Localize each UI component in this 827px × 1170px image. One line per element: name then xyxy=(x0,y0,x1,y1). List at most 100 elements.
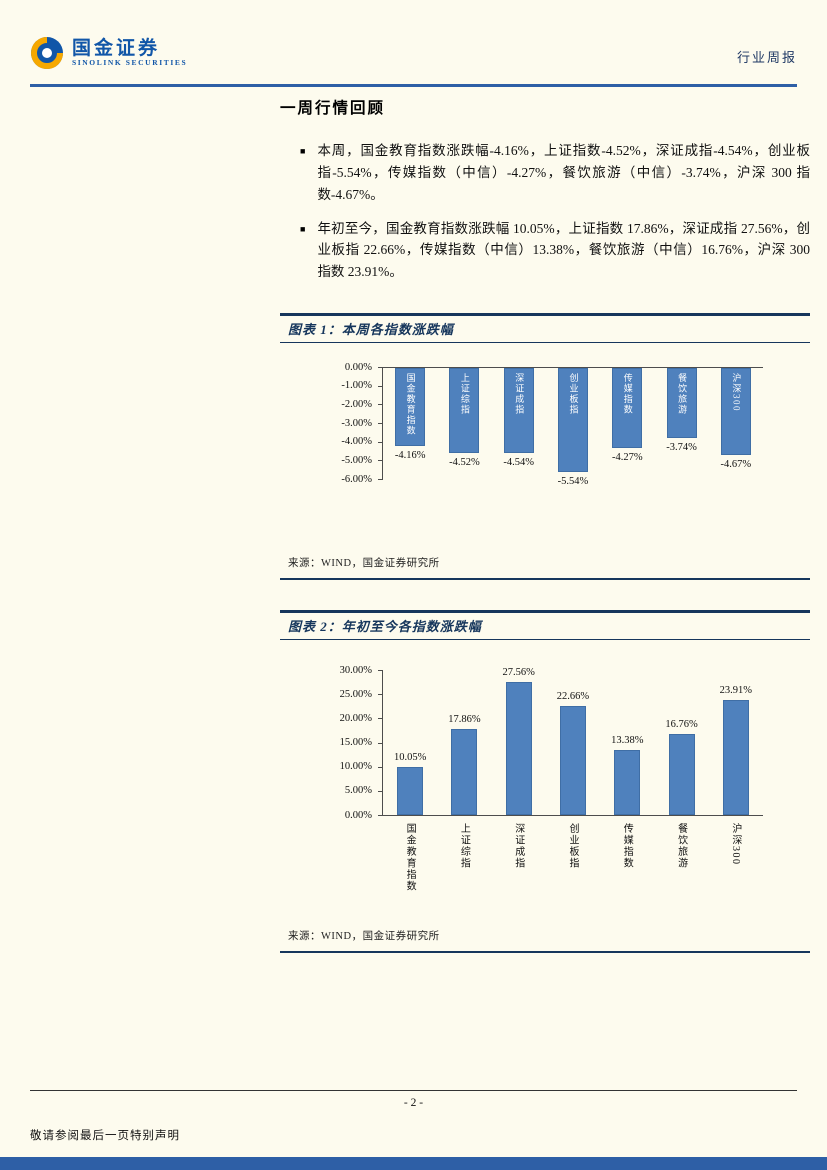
bar-value-label: -4.16% xyxy=(394,449,426,461)
bar-category-text: 沪深300 xyxy=(729,823,741,866)
weekly-index-change-chart: 0.00% -1.00% -2.00% -3.00% -4.00% -5.00% -6.00… xyxy=(322,355,810,507)
bar: 深证成指 xyxy=(503,368,534,453)
y-axis-tick-label: -4.00% xyxy=(341,436,372,448)
y-axis-tick-label: 0.00% xyxy=(344,809,372,821)
bar-value-label: -4.54% xyxy=(503,456,535,468)
figure-2-source: 来源：WIND，国金证券研究所 xyxy=(280,926,810,954)
y-axis-tick-label: 0.00% xyxy=(344,361,372,373)
axis-tick xyxy=(378,790,382,792)
figure-1-source: 来源：WIND，国金证券研究所 xyxy=(280,553,810,581)
axis-tick xyxy=(378,423,382,425)
bullet-item-week: ■ 本周，国金教育指数涨跌幅-4.16%，上证指数-4.52%，深证成指-4.5… xyxy=(280,140,810,206)
bar-category-label: 沪深300 xyxy=(708,823,762,917)
bar: 创业板指 xyxy=(558,368,588,472)
y-axis-tick-label: 20.00% xyxy=(339,712,372,724)
bullet-item-ytd: ■ 年初至今，国金教育指数涨跌幅 10.05%，上证指数 17.86%，深证成指… xyxy=(280,218,810,284)
chart-plot-area: 10.05% 17.86% 27.56% 22.66% 13.38% 16.76% 23.9… xyxy=(382,667,763,817)
header-divider xyxy=(30,84,797,87)
bar-category-label: 深证成指 xyxy=(514,373,525,416)
bar-value-label: -5.54% xyxy=(557,475,589,487)
bar-value-label: -4.27% xyxy=(611,451,643,463)
bar-category-text: 传媒指数 xyxy=(621,823,633,870)
bar xyxy=(451,728,478,816)
axis-tick xyxy=(378,460,382,462)
axis-tick xyxy=(378,479,382,481)
axis-tick xyxy=(378,694,382,696)
axis-tick xyxy=(378,404,382,406)
bar-value-label: -4.52% xyxy=(449,456,480,468)
bullet-text-ytd: 年初至今，国金教育指数涨跌幅 10.05%，上证指数 17.86%，深证成指 2… xyxy=(317,220,810,280)
bar: 餐饮旅游 xyxy=(666,368,697,438)
bullet-marker: ■ xyxy=(300,146,306,156)
y-axis-tick-label: 10.00% xyxy=(339,761,372,773)
brand-name: 国金证券 xyxy=(72,37,161,59)
bottom-accent-bar xyxy=(0,1157,827,1170)
figure-2-title: 图表 2：年初至今各指数涨跌幅 xyxy=(280,610,810,641)
bar-value-label: 10.05% xyxy=(393,751,427,763)
bar-category-label: 传媒指数 xyxy=(599,823,653,917)
bar xyxy=(397,766,424,816)
axis-tick xyxy=(378,441,382,443)
bar-value-label: 13.38% xyxy=(611,735,644,747)
bar-category-text: 国金教育指数 xyxy=(404,823,416,893)
bar-category-label: 国金教育指数 xyxy=(382,823,436,917)
bar: 上证综指 xyxy=(449,368,480,453)
page-header: 国金证券 SINOLINK SECURITIES 行业周报 xyxy=(30,36,797,70)
bar xyxy=(722,699,749,816)
brand-subtitle: SINOLINK SECURITIES xyxy=(72,58,188,68)
footer-divider xyxy=(30,1090,797,1091)
bar-category-label: 传媒指数 xyxy=(622,373,633,416)
footer-disclaimer: 敬请参阅最后一页特别声明 xyxy=(30,1130,180,1142)
figure-1: 图表 1：本周各指数涨跌幅 0.00% -1.00% -2.00% -3.00% -4.… xyxy=(280,313,810,581)
bar-value-label: 17.86% xyxy=(448,713,481,725)
sinolink-logo-icon xyxy=(30,36,64,70)
bar-value-label: 22.66% xyxy=(556,690,590,702)
report-type-label: 行业周报 xyxy=(736,50,797,65)
bar-value-label: 23.91% xyxy=(719,684,753,696)
bar xyxy=(505,681,532,816)
bar-category-label: 国金教育指数 xyxy=(405,373,416,437)
y-axis-tick-label: -6.00% xyxy=(341,473,372,485)
bar-category-text: 创业板指 xyxy=(566,823,578,870)
bar-category-label: 餐饮旅游 xyxy=(677,373,688,416)
chart-plot-area: 国金教育指数 -4.16% 上证综指 -4.52% 深证成指 -4.54% 创业板指 -5.5… xyxy=(382,367,763,487)
y-axis-tick-label: 15.00% xyxy=(339,737,372,749)
main-content: 一周行情回顾 ■ 本周，国金教育指数涨跌幅-4.16%，上证指数-4.52%，深… xyxy=(280,96,810,954)
page-number: - 2 - xyxy=(403,1097,424,1109)
brand-text: 国金证券 SINOLINK SECURITIES xyxy=(72,37,188,68)
axis-tick xyxy=(378,385,382,387)
y-axis-tick-label: -1.00% xyxy=(341,380,372,392)
bar: 传媒指数 xyxy=(612,368,643,448)
bar-category-label: 上证综指 xyxy=(459,373,470,416)
figure-1-title: 图表 1：本周各指数涨跌幅 xyxy=(280,313,810,344)
bar-category-label: 创业板指 xyxy=(568,373,579,416)
bar xyxy=(614,750,641,816)
bar: 沪深300 xyxy=(720,368,751,456)
bar-value-label: 16.76% xyxy=(665,719,698,731)
bar-category-text: 上证综指 xyxy=(458,823,470,870)
bar-category-label: 沪深300 xyxy=(731,373,742,413)
bar-category-label: 深证成指 xyxy=(491,823,545,917)
axis-tick xyxy=(378,718,382,720)
y-axis-tick-label: 30.00% xyxy=(339,664,372,676)
y-axis-tick-label: 5.00% xyxy=(344,785,372,797)
bar-category-text: 深证成指 xyxy=(512,823,524,870)
bar-category-label: 餐饮旅游 xyxy=(653,823,707,917)
y-axis-tick-label: -5.00% xyxy=(341,454,372,466)
bar-value-label: -3.74% xyxy=(666,441,697,453)
y-axis-tick-label: -3.00% xyxy=(341,417,372,429)
bar xyxy=(560,705,586,816)
axis-tick xyxy=(378,670,382,672)
ytd-index-change-chart: 30.00% 25.00% 20.00% 15.00% 10.00% 5.00% 0.00%… xyxy=(322,654,810,920)
bar-category-label: 上证综指 xyxy=(436,823,490,917)
axis-tick xyxy=(378,815,382,817)
brand-logo: 国金证券 SINOLINK SECURITIES xyxy=(30,36,187,70)
axis-tick xyxy=(378,742,382,744)
bar-value-label: 27.56% xyxy=(502,666,535,678)
axis-tick xyxy=(378,367,382,369)
bullet-marker: ■ xyxy=(300,223,306,234)
section-title: 一周行情回顾 xyxy=(280,100,386,117)
bar xyxy=(668,734,695,816)
axis-tick xyxy=(378,766,382,768)
